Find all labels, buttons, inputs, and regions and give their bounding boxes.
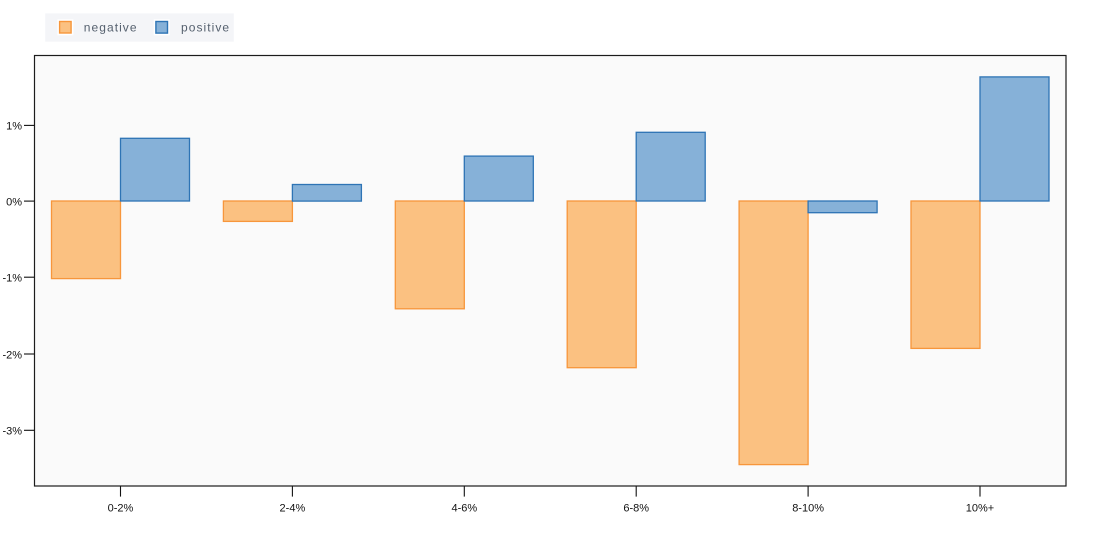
svg-text:1%: 1% (6, 121, 22, 133)
svg-text:0%: 0% (6, 196, 22, 208)
svg-text:-3%: -3% (2, 426, 22, 438)
svg-text:negative: negative (84, 20, 138, 34)
svg-text:-1%: -1% (2, 273, 22, 285)
svg-text:6-8%: 6-8% (623, 503, 649, 515)
svg-text:0-2%: 0-2% (108, 503, 134, 515)
svg-text:8-10%: 8-10% (792, 503, 824, 515)
svg-text:4-6%: 4-6% (451, 503, 477, 515)
svg-text:10%+: 10%+ (966, 503, 994, 515)
svg-text:positive: positive (181, 20, 230, 34)
svg-text:2-4%: 2-4% (280, 503, 306, 515)
svg-text:-2%: -2% (2, 349, 22, 361)
